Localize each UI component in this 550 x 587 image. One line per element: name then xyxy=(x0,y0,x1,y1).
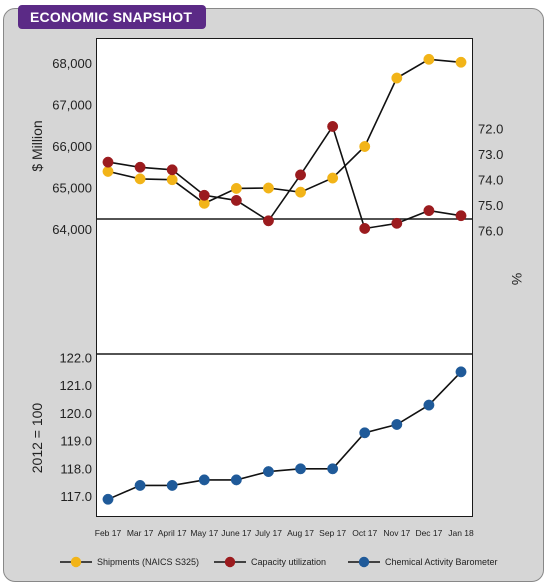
shipments-ytick-label: 68,000 xyxy=(52,56,92,71)
x-tick-label: Mar 17 xyxy=(127,528,154,538)
x-tick-label: Jan 18 xyxy=(448,528,474,538)
cab-ytick-label: 117.0 xyxy=(60,489,92,504)
cab-data-point xyxy=(263,466,274,478)
capacity-series-line xyxy=(107,124,462,230)
capacity-data-point xyxy=(198,189,210,201)
capacity-ytick-label: 74.0 xyxy=(478,173,503,188)
shipments-data-point xyxy=(102,165,114,177)
shipments-ylabel: $ Million xyxy=(29,120,45,171)
legend-label: Chemical Activity Barometer xyxy=(385,557,498,567)
x-tick-label: Sep 17 xyxy=(319,528,346,538)
legend-marker xyxy=(358,556,370,568)
shipments-data-point xyxy=(391,72,403,84)
capacity-data-point xyxy=(263,215,274,227)
shipments-series-line xyxy=(107,58,462,205)
legend-marker xyxy=(224,556,236,568)
capacity-data-point xyxy=(102,156,114,168)
cab-data-point xyxy=(134,479,146,491)
cab-data-point xyxy=(230,474,242,486)
legend-label: Capacity utilization xyxy=(251,557,326,567)
x-tick-label: Aug 17 xyxy=(287,528,314,538)
shipments-data-point xyxy=(134,173,146,185)
cab-ytick-label: 121.0 xyxy=(59,378,92,393)
cab-data-point xyxy=(102,493,114,505)
capacity-ylabel: % xyxy=(509,273,525,285)
capacity-ytick-label: 75.0 xyxy=(478,198,503,213)
cab-data-point xyxy=(455,366,467,378)
cab-data-point xyxy=(295,463,306,475)
capacity-ytick-label: 73.0 xyxy=(478,147,503,162)
shipments-data-point xyxy=(423,53,435,65)
capacity-data-point xyxy=(327,121,339,132)
cab-ytick-label: 119.0 xyxy=(60,434,92,449)
shipments-data-point xyxy=(166,174,178,186)
shipments-data-point xyxy=(263,182,274,194)
capacity-data-point xyxy=(391,217,403,229)
x-tick-label: April 17 xyxy=(158,528,187,538)
plot-area xyxy=(96,38,473,517)
legend-label: Shipments (NAICS S325) xyxy=(97,557,199,567)
cab-ytick-label: 122.0 xyxy=(59,351,92,366)
cab-ytick-label: 120.0 xyxy=(59,406,92,421)
capacity-ytick-label: 72.0 xyxy=(478,122,503,137)
shipments-data-point xyxy=(327,172,339,184)
shipments-ytick-label: 64,000 xyxy=(52,222,92,237)
capacity-data-point xyxy=(166,164,178,176)
capacity-data-point xyxy=(230,194,242,206)
capacity-data-point xyxy=(295,169,306,181)
cab-ylabel: 2012 = 100 xyxy=(29,403,45,474)
shipments-data-point xyxy=(455,56,467,68)
cab-series-line xyxy=(107,371,462,501)
capacity-data-point xyxy=(134,161,146,173)
cab-data-point xyxy=(423,399,435,411)
shipments-ytick-label: 65,000 xyxy=(52,181,92,196)
cab-data-point xyxy=(391,419,403,430)
snapshot-title-badge: ECONOMIC SNAPSHOT xyxy=(18,5,207,29)
x-tick-label: June 17 xyxy=(221,528,252,538)
x-tick-label: Oct 17 xyxy=(352,528,377,538)
shipments-data-point xyxy=(359,141,371,152)
shipments-data-point xyxy=(295,186,306,198)
cab-data-point xyxy=(166,479,178,491)
x-tick-label: Nov 17 xyxy=(383,528,410,538)
x-tick-label: Feb 17 xyxy=(95,528,122,538)
capacity-data-point xyxy=(423,205,435,217)
shipments-ytick-label: 66,000 xyxy=(52,139,92,154)
capacity-data-point xyxy=(359,223,371,234)
legend-marker xyxy=(70,556,82,568)
capacity-data-point xyxy=(455,210,467,222)
cab-data-point xyxy=(198,474,210,486)
cab-data-point xyxy=(327,463,339,475)
cab-ytick-label: 118.0 xyxy=(60,461,92,476)
x-tick-label: May 17 xyxy=(190,528,218,538)
shipments-data-point xyxy=(230,182,242,194)
capacity-ytick-label: 76.0 xyxy=(478,224,503,239)
shipments-ytick-label: 67,000 xyxy=(52,98,92,113)
cab-data-point xyxy=(359,427,371,439)
x-tick-label: Dec 17 xyxy=(415,528,442,538)
x-tick-label: July 17 xyxy=(255,528,282,538)
